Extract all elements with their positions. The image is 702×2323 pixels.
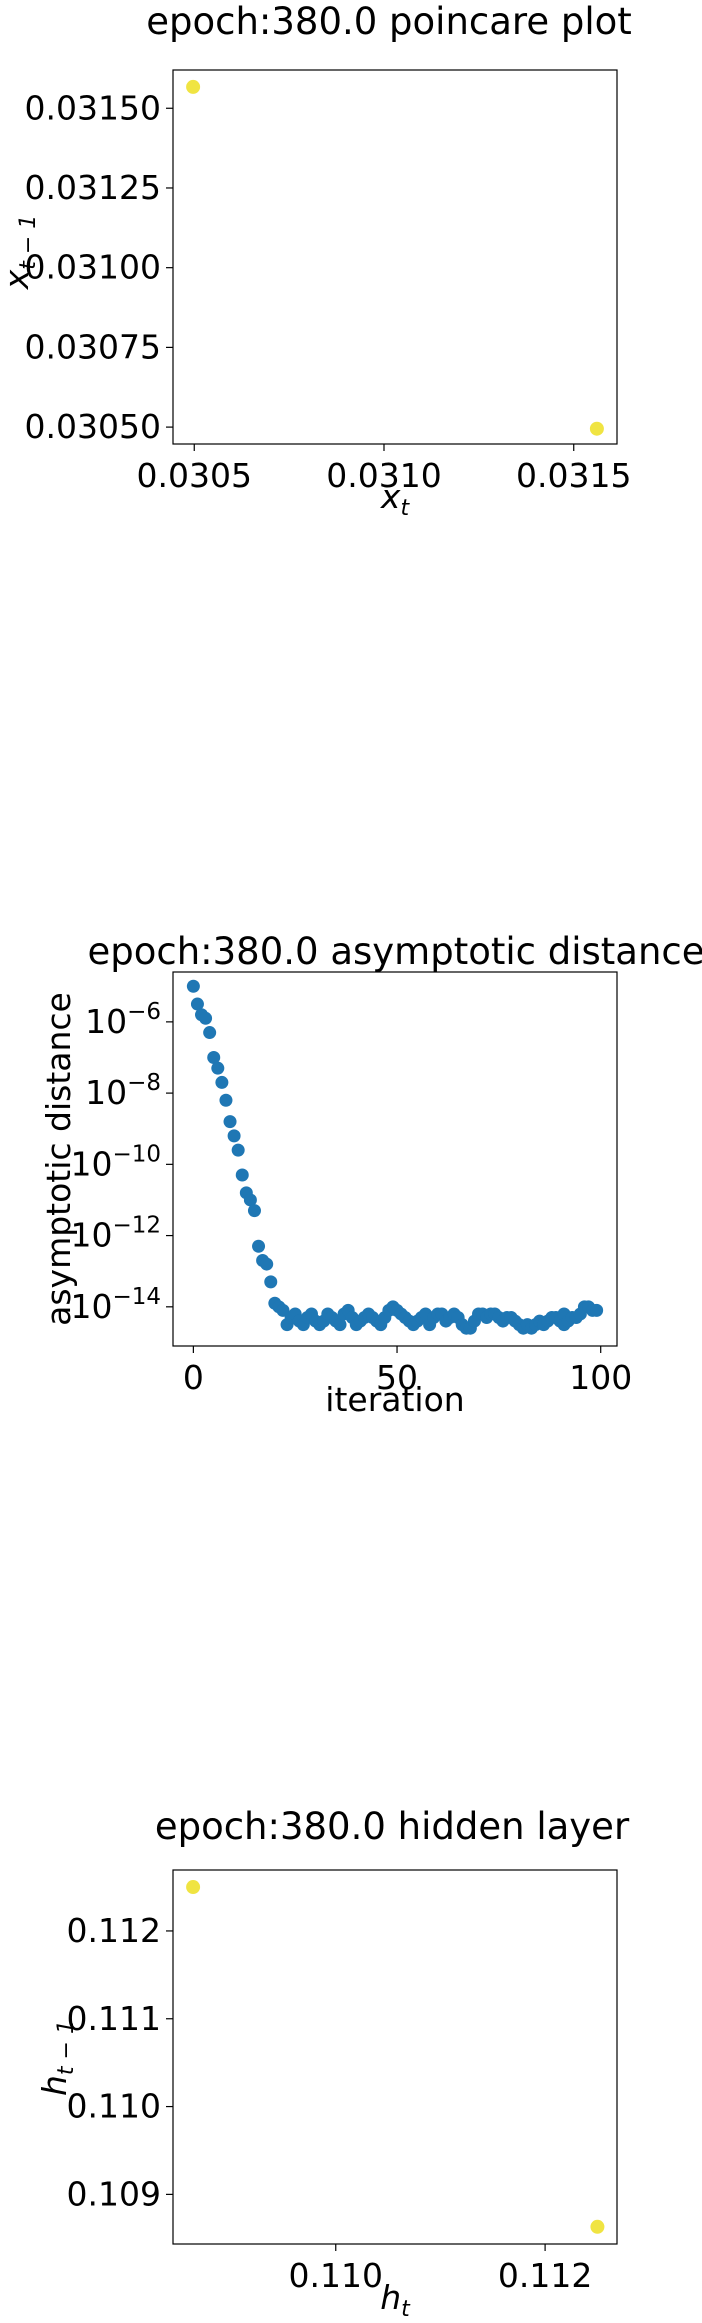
data-point xyxy=(186,79,201,94)
hidden-layer-frame xyxy=(172,1869,618,2245)
poincare-plot-points xyxy=(186,79,604,436)
asymptotic-distance-frame xyxy=(172,971,618,1347)
data-point xyxy=(243,1193,257,1207)
data-point xyxy=(590,2219,605,2234)
asymptotic-distance-y-ticks: 10−6 10−8 10−10 10−12 10−14 xyxy=(70,999,173,1326)
poincare-plot-x-ticks: 0.0305 0.0310 0.0315 xyxy=(137,444,631,495)
hidden-layer-x-label: ht xyxy=(380,2278,411,2322)
data-point xyxy=(207,1050,221,1064)
poincare-plot-panel: epoch:380.0 poincare plot 0.03050 0.03075… xyxy=(0,0,632,521)
x-tick-label: 100 xyxy=(569,1358,632,1397)
x-tick-label: 0.110 xyxy=(289,2256,383,2295)
data-point xyxy=(264,1275,278,1289)
y-tick-label: 0.03075 xyxy=(25,327,161,366)
x-tick-label: 0 xyxy=(183,1358,204,1397)
y-tick-label: 10−6 xyxy=(85,999,161,1041)
y-tick-label: 10−8 xyxy=(85,1070,161,1112)
poincare-plot-y-ticks: 0.03050 0.03075 0.03100 0.03125 0.03150 xyxy=(25,88,173,446)
hidden-layer-points xyxy=(186,1880,605,2234)
poincare-plot-y-label: xt − 1 xyxy=(0,215,41,291)
x-tick-label: 0.0315 xyxy=(516,456,631,495)
y-tick-label: 0.112 xyxy=(67,1911,161,1950)
hidden-layer-y-ticks: 0.109 0.110 0.111 0.112 xyxy=(67,1911,173,2213)
data-point xyxy=(211,1061,225,1075)
data-point xyxy=(186,979,200,993)
asymptotic-distance-points xyxy=(186,979,604,1335)
hidden-layer-x-ticks: 0.110 0.112 xyxy=(289,2244,592,2295)
poincare-plot-title: epoch:380.0 poincare plot xyxy=(146,0,632,43)
data-point xyxy=(190,997,204,1011)
data-point xyxy=(223,1115,237,1129)
hidden-layer-panel: epoch:380.0 hidden layer 0.109 0.110 0.111… xyxy=(35,1805,630,2322)
data-point xyxy=(260,1257,274,1271)
asymptotic-distance-y-label: asymptotic distance xyxy=(39,992,78,1326)
data-point xyxy=(333,1318,347,1332)
data-point xyxy=(235,1168,249,1182)
data-point xyxy=(199,1011,213,1025)
data-point xyxy=(215,1075,229,1089)
asymptotic-distance-title: epoch:380.0 asymptotic distance xyxy=(87,930,702,973)
data-point xyxy=(227,1129,241,1143)
asymptotic-distance-x-ticks: 0 50 100 xyxy=(183,1346,632,1397)
y-tick-label: 0.03100 xyxy=(25,248,161,287)
x-tick-label: 50 xyxy=(376,1358,418,1397)
y-tick-label: 10−12 xyxy=(70,1213,161,1255)
y-tick-label: 10−10 xyxy=(70,1141,161,1183)
asymptotic-distance-panel: epoch:380.0 asymptotic distance 10−6 10−8… xyxy=(39,930,702,1419)
data-point xyxy=(590,1303,604,1317)
data-point xyxy=(589,421,604,436)
data-point xyxy=(219,1093,233,1107)
data-point xyxy=(231,1143,245,1157)
y-tick-label: 0.03050 xyxy=(25,407,161,446)
data-point xyxy=(203,1026,217,1040)
data-point xyxy=(186,1880,201,1895)
x-tick-label: 0.0305 xyxy=(137,456,252,495)
hidden-layer-title: epoch:380.0 hidden layer xyxy=(155,1805,630,1848)
y-tick-label: 0.110 xyxy=(67,2087,161,2126)
y-tick-label: 10−14 xyxy=(70,1284,161,1326)
poincare-plot-frame xyxy=(172,69,618,445)
poincare-plot-x-label: xt xyxy=(380,477,411,521)
y-tick-label: 0.109 xyxy=(67,2174,161,2213)
y-tick-label: 0.03150 xyxy=(25,88,161,127)
asymptotic-distance-x-label: iteration xyxy=(325,1380,464,1419)
y-tick-label: 0.111 xyxy=(67,1999,161,2038)
x-tick-label: 0.112 xyxy=(498,2256,592,2295)
hidden-layer-y-label: ht − 1 xyxy=(35,2020,79,2096)
data-point xyxy=(247,1204,261,1218)
y-tick-label: 0.03125 xyxy=(25,168,161,207)
x-tick-label: 0.0310 xyxy=(326,456,441,495)
data-point xyxy=(252,1239,266,1253)
